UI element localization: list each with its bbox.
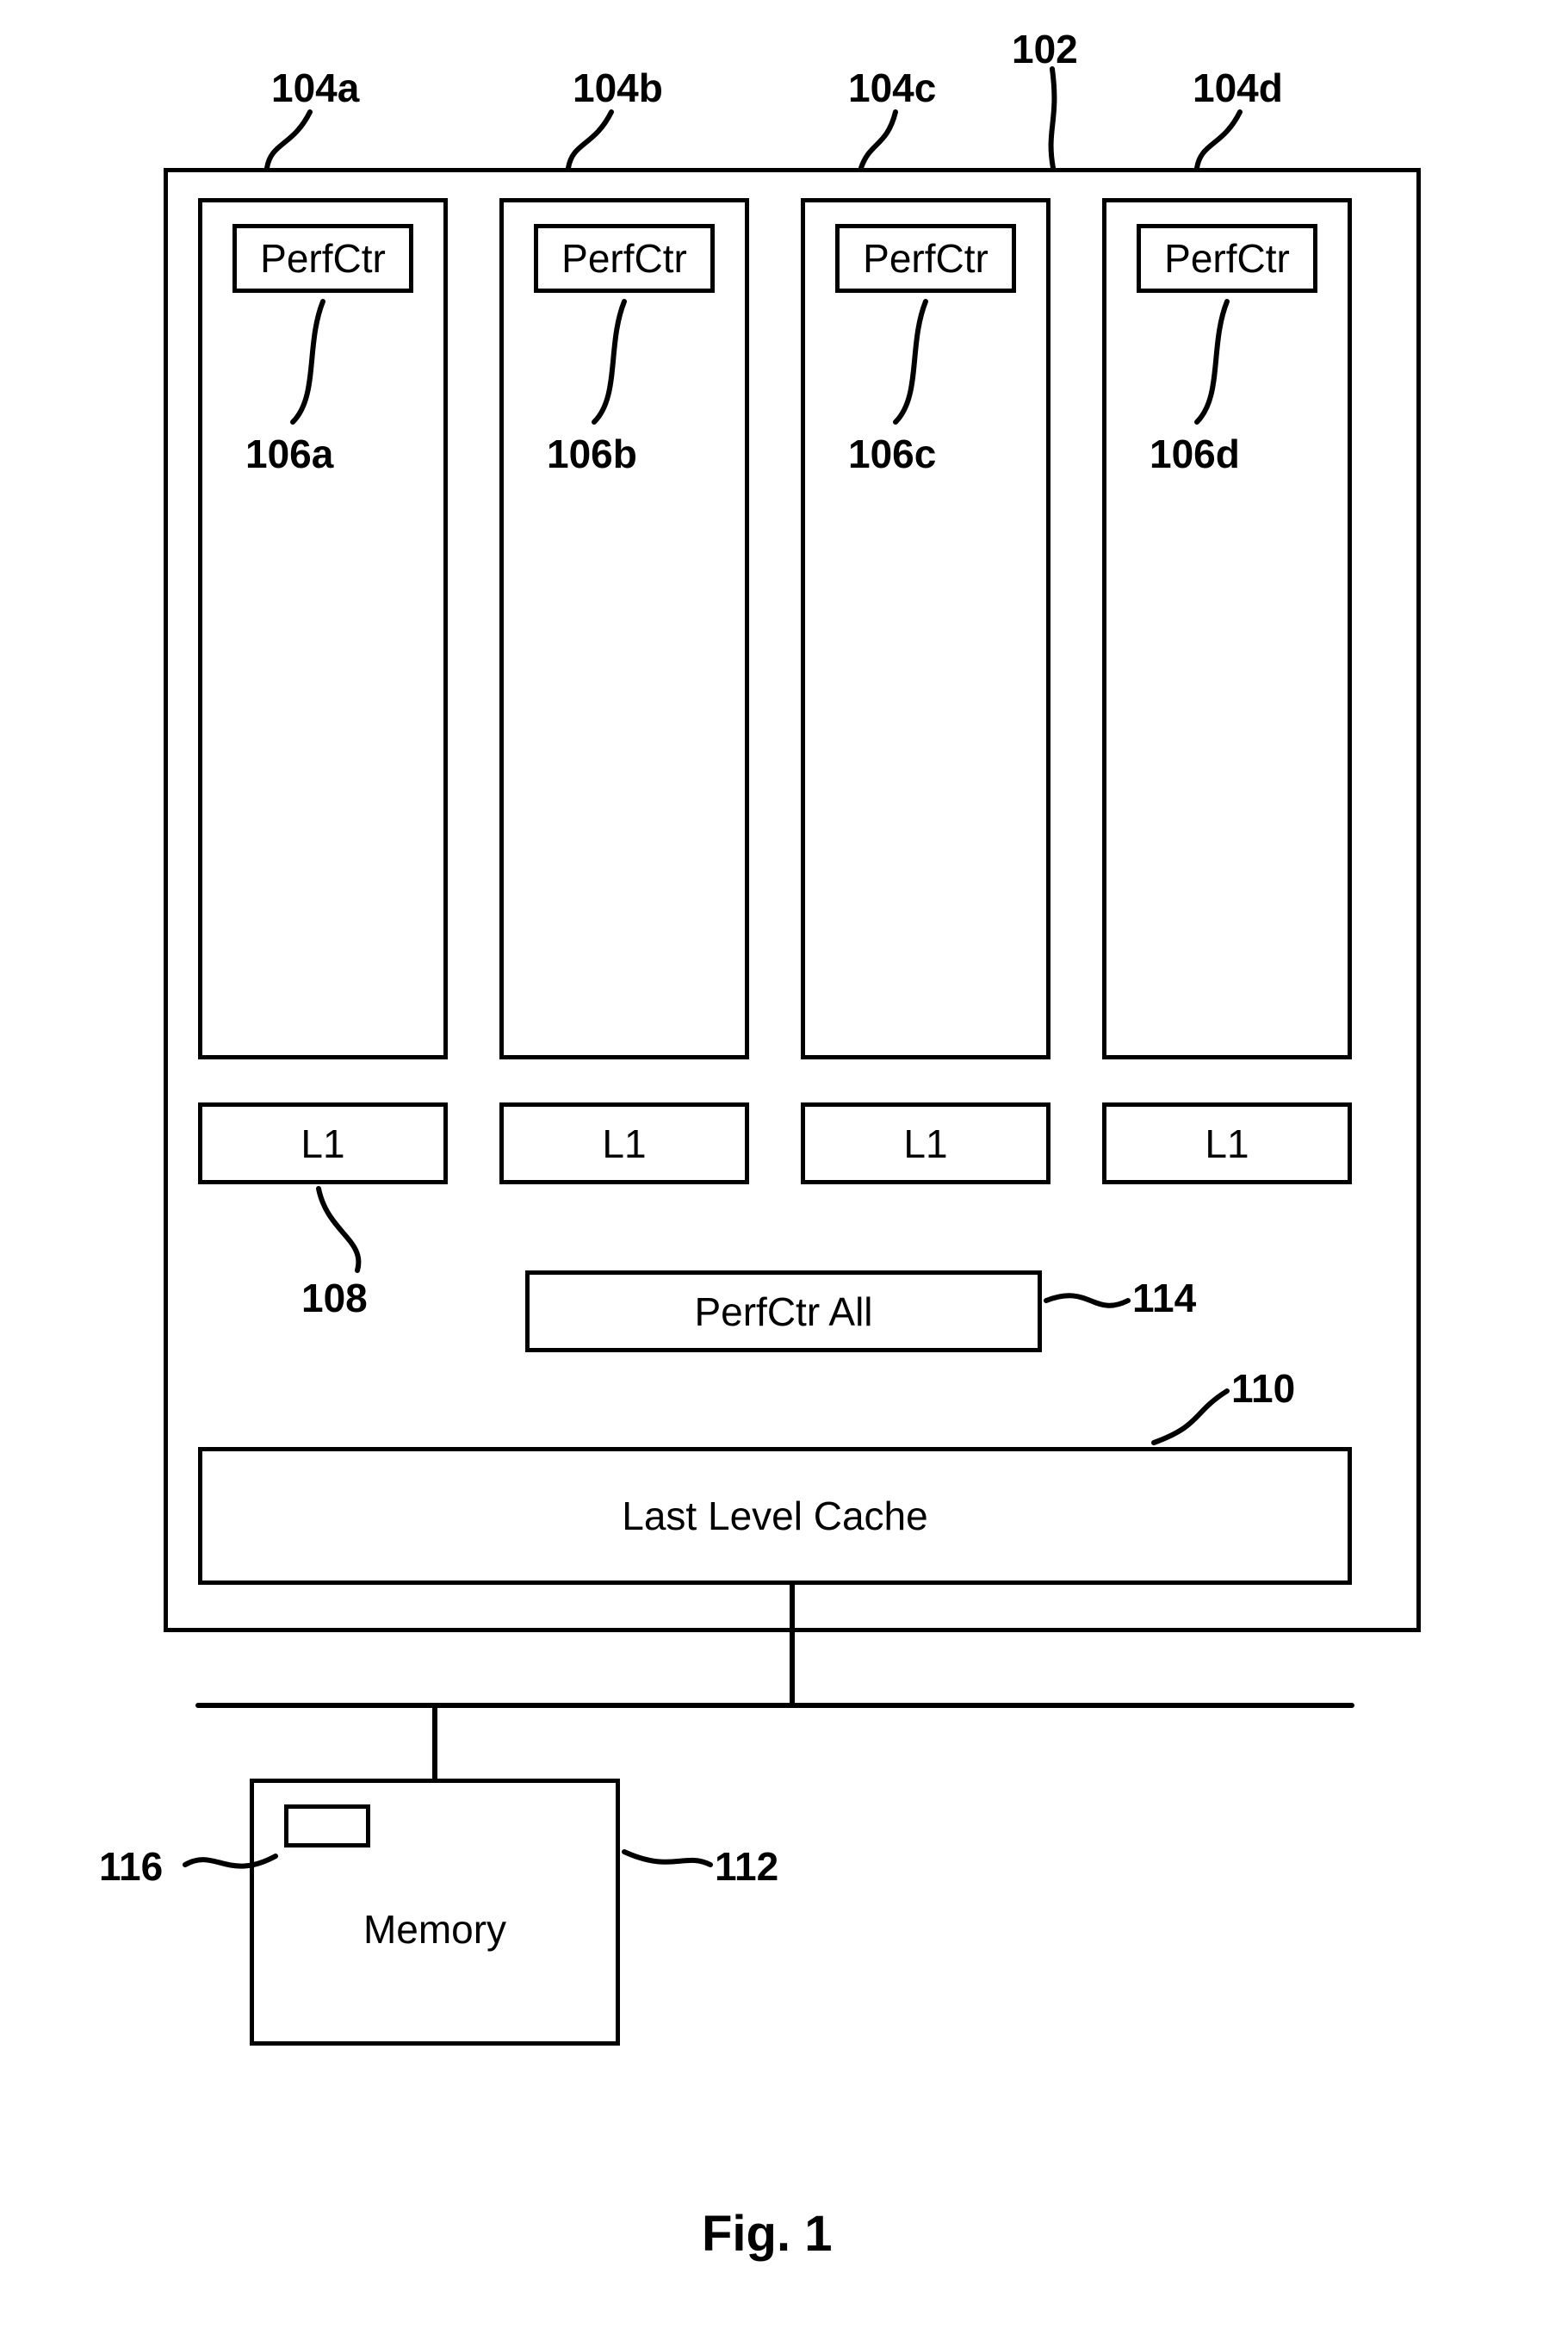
lead-104d [1197, 112, 1240, 168]
lead-104b [568, 112, 611, 168]
label-104c: 104c [848, 65, 936, 111]
perfctr-all-box: PerfCtr All [525, 1270, 1042, 1352]
label-110: 110 [1231, 1365, 1295, 1412]
core-box-2 [801, 198, 1050, 1059]
label-114: 114 [1132, 1275, 1196, 1321]
llc-box: Last Level Cache [198, 1447, 1352, 1585]
l1-box-2: L1 [801, 1102, 1050, 1184]
perfctr-label: PerfCtr [1164, 235, 1290, 282]
label-104b: 104b [573, 65, 663, 111]
label-106a: 106a [245, 431, 333, 477]
core-box-3 [1102, 198, 1352, 1059]
label-106c: 106c [848, 431, 936, 477]
core-box-0 [198, 198, 448, 1059]
lead-104c [861, 112, 896, 168]
l1-box-0: L1 [198, 1102, 448, 1184]
figure-caption: Fig. 1 [702, 2205, 832, 2263]
label-104d: 104d [1193, 65, 1283, 111]
lead-102 [1051, 69, 1055, 168]
perfctr-all-label: PerfCtr All [694, 1289, 872, 1335]
l1-box-3: L1 [1102, 1102, 1352, 1184]
perfctr-label: PerfCtr [561, 235, 687, 282]
diagram-canvas: PerfCtr PerfCtr PerfCtr PerfCtr L1 L1 L1 L1 Perf… [0, 0, 1568, 2335]
llc-label: Last Level Cache [622, 1493, 927, 1539]
memory-mark-box [284, 1804, 370, 1848]
label-102: 102 [1012, 26, 1078, 72]
label-106d: 106d [1150, 431, 1240, 477]
lead-104a [267, 112, 310, 168]
label-112: 112 [715, 1843, 778, 1890]
core-box-1 [499, 198, 749, 1059]
l1-label: L1 [1205, 1121, 1249, 1167]
l1-label: L1 [602, 1121, 646, 1167]
perfctr-label: PerfCtr [863, 235, 989, 282]
lead-112 [624, 1852, 710, 1865]
l1-label: L1 [301, 1121, 344, 1167]
perfctr-box-1: PerfCtr [534, 224, 715, 293]
label-108: 108 [301, 1275, 368, 1321]
memory-label: Memory [363, 1906, 506, 1953]
label-106b: 106b [547, 431, 637, 477]
label-104a: 104a [271, 65, 359, 111]
perfctr-box-3: PerfCtr [1137, 224, 1317, 293]
l1-box-1: L1 [499, 1102, 749, 1184]
perfctr-box-0: PerfCtr [232, 224, 413, 293]
perfctr-box-2: PerfCtr [835, 224, 1016, 293]
perfctr-label: PerfCtr [260, 235, 386, 282]
label-116: 116 [99, 1843, 163, 1890]
l1-label: L1 [903, 1121, 947, 1167]
